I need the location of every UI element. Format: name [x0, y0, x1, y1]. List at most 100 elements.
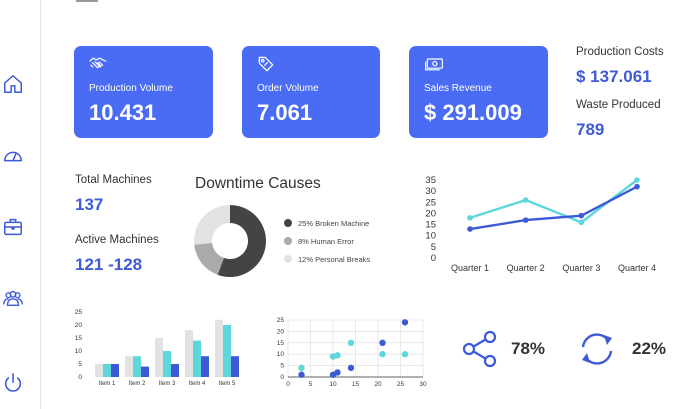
- bar: [95, 364, 103, 377]
- legend-label: 25% Broken Machine: [298, 219, 370, 228]
- order-volume-label: Order Volume: [257, 83, 319, 94]
- y-tick-label: 20: [425, 208, 436, 219]
- banknote-icon: [423, 54, 443, 74]
- y-tick-label: 10: [75, 348, 83, 355]
- scatter-point: [298, 364, 305, 372]
- total-machines-label: Total Machines: [75, 174, 152, 186]
- downtime-donut-chart: [194, 205, 266, 277]
- share-percent-value: 78%: [511, 339, 546, 358]
- briefcase-icon[interactable]: [0, 214, 26, 240]
- y-tick-label: 10: [425, 231, 436, 242]
- bar: [141, 366, 149, 377]
- scatter-point: [347, 364, 355, 372]
- bar: [163, 351, 171, 377]
- scatter-point: [379, 339, 386, 346]
- scatter-point: [334, 369, 341, 376]
- sales-revenue-card[interactable]: Sales Revenue $ 291.009: [409, 46, 548, 138]
- bar: [201, 356, 209, 377]
- order-volume-value: 7.061: [257, 100, 313, 125]
- x-tick-label: Quarter 4: [618, 263, 656, 273]
- handshake-icon: [88, 54, 108, 74]
- x-tick-label: Item 5: [219, 381, 236, 387]
- y-tick-label: 0: [78, 374, 82, 381]
- series-point: [578, 219, 585, 226]
- legend-label: 12% Personal Breaks: [298, 255, 371, 264]
- series-point: [522, 197, 529, 203]
- scatter-point: [401, 319, 409, 326]
- legend-dot: [284, 255, 292, 263]
- donut-slice: [194, 242, 224, 275]
- gauge-icon[interactable]: [0, 143, 26, 169]
- legend-item-personal-breaks: 12% Personal Breaks: [284, 255, 370, 264]
- series-line: [469, 179, 638, 224]
- refresh-icon[interactable]: [577, 330, 617, 368]
- y-tick-label: 15: [425, 220, 436, 231]
- x-tick-label: Item 2: [129, 381, 146, 387]
- top-scroll-stub: [76, 0, 98, 2]
- legend-dot: [284, 237, 292, 245]
- active-machines-label: Active Machines: [75, 234, 159, 246]
- scatter-point: [401, 351, 409, 358]
- bar: [223, 325, 231, 377]
- series-line: [469, 185, 638, 231]
- x-tick-label: Quarter 1: [451, 263, 489, 273]
- bar: [193, 340, 201, 377]
- refresh-percent-value: 22%: [632, 339, 667, 358]
- bar: [215, 319, 223, 377]
- y-tick-label: 5: [78, 361, 82, 368]
- x-tick-label: 15: [352, 381, 360, 388]
- active-machines-value: 121 -128: [75, 255, 143, 274]
- y-tick-label: 0: [280, 374, 284, 381]
- bar: [125, 356, 133, 377]
- series-point: [634, 183, 640, 190]
- legend-item-broken-machine: 25% Broken Machine: [284, 219, 369, 228]
- items-bar-chart: 0 5 10 15 20 25 Item 1 Item 2 Item 3 Item 4 Item 5: [75, 309, 239, 387]
- series-point: [634, 177, 640, 183]
- x-tick-label: Quarter 3: [562, 263, 600, 273]
- scatter-chart: 0 5 10 15 20 25 30 0 5 10 15 20 25: [277, 317, 427, 388]
- waste-produced-value: 789: [576, 120, 605, 139]
- sales-revenue-label: Sales Revenue: [424, 83, 492, 94]
- sales-revenue-value: $ 291.009: [424, 100, 522, 125]
- order-volume-card[interactable]: Order Volume 7.061: [242, 46, 380, 138]
- x-tick-label: 30: [419, 381, 427, 388]
- y-tick-label: 5: [431, 242, 436, 253]
- y-tick-label: 20: [75, 322, 83, 329]
- legend-item-human-error: 8% Human Error: [284, 237, 354, 246]
- x-tick-label: 0: [286, 381, 290, 388]
- y-tick-label: 25: [75, 309, 83, 316]
- donut-slice: [194, 205, 230, 245]
- bar: [155, 338, 163, 377]
- x-tick-label: 20: [374, 381, 382, 388]
- production-volume-label: Production Volume: [89, 83, 173, 94]
- share-icon[interactable]: [462, 330, 498, 368]
- total-machines-value: 137: [75, 195, 104, 214]
- y-tick-label: 10: [277, 351, 285, 358]
- tag-icon: [256, 54, 276, 74]
- x-tick-label: Item 1: [99, 381, 116, 387]
- bar: [185, 330, 193, 377]
- bar: [103, 364, 111, 377]
- production-volume-card[interactable]: Production Volume 10.431: [74, 46, 213, 138]
- power-icon[interactable]: [0, 370, 26, 396]
- users-icon[interactable]: [0, 285, 26, 311]
- x-tick-label: Item 3: [159, 381, 176, 387]
- bar: [111, 364, 119, 377]
- sidebar: [0, 0, 41, 409]
- y-tick-label: 25: [277, 317, 285, 324]
- scatter-point: [334, 352, 341, 359]
- y-tick-label: 15: [75, 335, 83, 342]
- scatter-point: [379, 351, 386, 358]
- y-tick-label: 25: [425, 197, 436, 208]
- legend-label: 8% Human Error: [298, 237, 354, 246]
- x-tick-label: 25: [397, 381, 405, 388]
- y-tick-label: 0: [431, 253, 436, 264]
- scatter-point: [347, 339, 355, 346]
- x-tick-label: Quarter 2: [507, 263, 545, 273]
- y-tick-label: 30: [425, 186, 436, 197]
- series-point: [578, 212, 585, 219]
- downtime-causes-title: Downtime Causes: [195, 175, 321, 192]
- home-icon[interactable]: [0, 71, 26, 97]
- production-volume-value: 10.431: [89, 100, 157, 125]
